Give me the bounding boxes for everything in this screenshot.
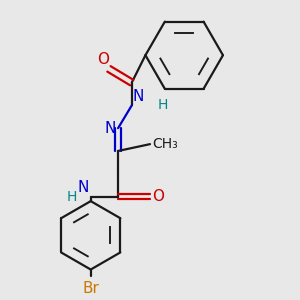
Text: O: O bbox=[97, 52, 109, 67]
Text: N: N bbox=[133, 89, 144, 104]
Text: CH₃: CH₃ bbox=[152, 137, 178, 151]
Text: H: H bbox=[158, 98, 168, 112]
Text: Br: Br bbox=[82, 281, 99, 296]
Text: N: N bbox=[77, 180, 88, 195]
Text: O: O bbox=[152, 189, 164, 204]
Text: N: N bbox=[104, 121, 116, 136]
Text: H: H bbox=[67, 190, 77, 204]
